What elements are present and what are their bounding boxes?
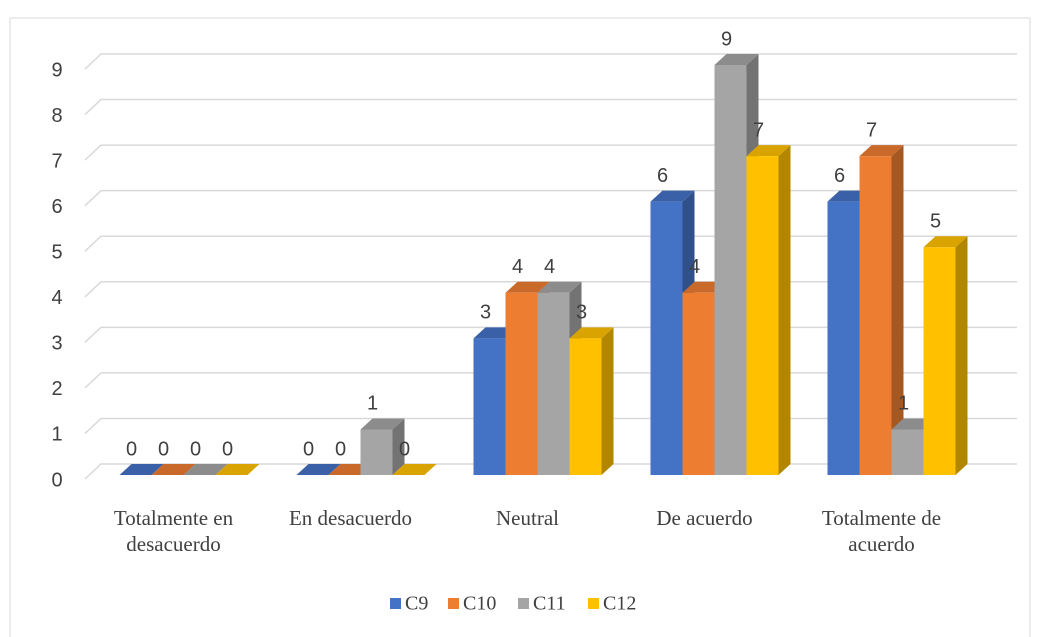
value-label: 0	[126, 438, 137, 460]
legend-swatch	[588, 598, 599, 609]
bar	[859, 145, 904, 475]
x-tick-label: En desacuerdo	[288, 506, 413, 530]
value-label: 6	[834, 165, 845, 187]
value-label: 1	[367, 393, 378, 415]
bar-front	[473, 338, 506, 475]
bar-front	[650, 201, 683, 475]
y-tick-label: 5	[51, 242, 62, 264]
value-label: 0	[399, 438, 410, 460]
value-label: 4	[512, 256, 523, 278]
bar-front	[923, 247, 956, 475]
bar	[183, 464, 228, 475]
value-label: 0	[335, 438, 346, 460]
y-tick-label: 0	[51, 469, 62, 491]
y-tick-label: 2	[51, 378, 62, 400]
bar-top	[569, 327, 614, 339]
x-tick-label: Totalmente en desacuerdo	[113, 506, 234, 556]
legend-label: C10	[463, 593, 496, 615]
legend-label: C12	[603, 593, 636, 615]
bar	[392, 464, 437, 475]
bar	[119, 464, 164, 475]
value-label: 9	[721, 28, 732, 50]
y-tick-label: 3	[51, 333, 62, 355]
legend-swatch	[390, 598, 401, 609]
value-label: 7	[866, 119, 877, 141]
value-label: 5	[930, 211, 941, 233]
x-tick-label: De acuerdo	[656, 506, 753, 530]
value-label: 7	[753, 119, 764, 141]
value-label: 0	[303, 438, 314, 460]
grid-line	[84, 53, 1017, 70]
bar-front	[746, 156, 779, 475]
grid-line	[84, 189, 1017, 207]
x-tick-label: Totalmente de acuerdo	[821, 506, 942, 556]
y-tick-label: 7	[51, 150, 62, 172]
grid-line	[84, 235, 1017, 252]
bar-front	[827, 201, 860, 475]
bar-top	[183, 464, 228, 475]
bar-top	[151, 464, 196, 475]
value-label: 4	[689, 256, 700, 278]
bar-top	[859, 145, 904, 157]
bar-top	[923, 236, 968, 248]
value-label: 3	[576, 302, 587, 324]
y-tick-label: 4	[51, 287, 62, 309]
x-tick-label: Neutral	[496, 506, 559, 530]
y-tick-label: 6	[51, 196, 62, 218]
value-label: 0	[222, 438, 233, 460]
bar-side	[891, 145, 904, 475]
bar-front	[891, 429, 924, 475]
bar	[569, 327, 614, 475]
bar-top	[650, 190, 695, 202]
legend-swatch	[448, 598, 459, 609]
bar-front	[569, 338, 602, 475]
bar-top	[392, 464, 437, 475]
bar-side	[955, 236, 968, 475]
bar	[151, 464, 196, 475]
bar-front	[537, 292, 570, 475]
y-tick-label: 9	[51, 59, 62, 81]
legend-label: C11	[533, 593, 566, 615]
bar	[360, 418, 405, 475]
bar-front	[714, 65, 747, 475]
legend-swatch	[518, 598, 529, 609]
bar	[296, 464, 341, 475]
bar-top	[505, 281, 550, 293]
y-tick-label: 1	[51, 424, 62, 446]
grid-line	[84, 144, 1017, 161]
bar-front	[505, 292, 538, 475]
bar-front	[859, 156, 892, 475]
value-label: 1	[898, 393, 909, 415]
bar-side	[392, 418, 405, 475]
bar-top	[746, 145, 791, 157]
value-label: 6	[657, 165, 668, 187]
bar-top	[537, 281, 582, 293]
grid-line	[84, 98, 1017, 116]
bar-top	[215, 464, 260, 475]
bar-front	[682, 292, 715, 475]
bar-top	[296, 464, 341, 475]
bar	[215, 464, 260, 475]
bar-top	[360, 418, 405, 430]
bar	[923, 236, 968, 475]
bar-front	[360, 429, 393, 475]
value-label: 0	[158, 438, 169, 460]
value-label: 0	[190, 438, 201, 460]
bar-top	[714, 54, 759, 65]
bar	[746, 145, 791, 475]
y-tick-label: 8	[51, 105, 62, 127]
value-label: 3	[480, 302, 491, 324]
value-label: 4	[544, 256, 555, 278]
bar-top	[119, 464, 164, 475]
bar-side	[778, 145, 791, 475]
legend-label: C9	[405, 593, 428, 615]
bar-side	[601, 327, 614, 475]
